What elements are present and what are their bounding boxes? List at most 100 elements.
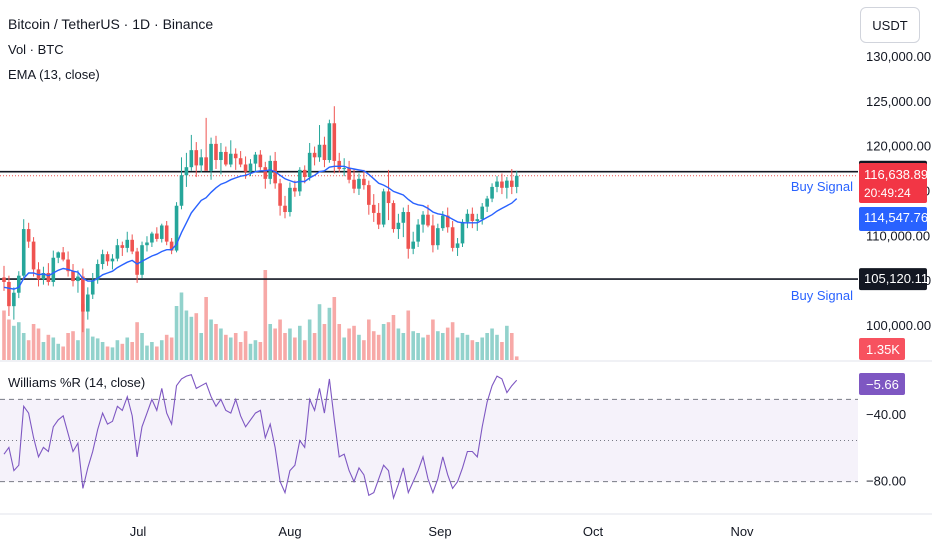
- volume-bar: [288, 328, 292, 360]
- candle-body: [406, 212, 411, 249]
- volume-bar: [199, 333, 203, 360]
- volume-bar: [56, 343, 61, 360]
- volume-bar: [436, 331, 440, 360]
- volume-bar: [12, 325, 16, 360]
- candle-body: [500, 181, 504, 188]
- candle-body: [76, 276, 80, 282]
- candle-body: [317, 144, 322, 158]
- candle-body: [110, 258, 115, 262]
- volume-bar: [411, 331, 415, 360]
- volume-bar: [485, 333, 489, 360]
- candle-body: [450, 227, 455, 248]
- volume-bar: [322, 324, 327, 360]
- volume-bar: [514, 356, 519, 360]
- candle-body: [307, 152, 312, 178]
- williams-legend[interactable]: Williams %R (14, close): [8, 375, 146, 390]
- candle-body: [293, 187, 297, 192]
- candle-body: [253, 154, 258, 164]
- volume-bar: [357, 334, 361, 360]
- candle-body: [105, 254, 110, 262]
- volume-bar: [204, 297, 208, 360]
- candle-body: [465, 213, 470, 222]
- candle-body: [327, 123, 332, 161]
- time-tick-label: Aug: [278, 524, 301, 539]
- candle-body: [199, 157, 203, 166]
- candle-body: [214, 143, 218, 161]
- volume-bar: [431, 319, 435, 360]
- volume-bar: [16, 322, 21, 360]
- candle-body: [16, 275, 21, 293]
- volume-bar: [145, 345, 149, 360]
- volume-bar: [480, 337, 485, 360]
- candle-body: [209, 143, 213, 171]
- volume-bar: [169, 337, 174, 360]
- volume-bar: [120, 343, 125, 360]
- candle-body: [169, 241, 174, 251]
- volume-bar: [263, 270, 268, 360]
- candle-body: [342, 168, 346, 170]
- candle-body: [455, 243, 460, 248]
- volume-bar: [367, 319, 371, 360]
- candle-body: [460, 221, 465, 244]
- volume-bar: [500, 342, 504, 360]
- volume-bar: [76, 340, 80, 360]
- candle-body: [371, 204, 376, 213]
- volume-bar: [115, 340, 120, 360]
- candle-body: [26, 229, 31, 242]
- price-tick-label: 125,000.00: [866, 94, 931, 109]
- candle-body: [184, 167, 189, 176]
- candle-body: [312, 152, 317, 158]
- ema-legend[interactable]: EMA (13, close): [8, 67, 100, 82]
- volume-bar: [268, 324, 273, 360]
- volume-bar: [475, 342, 480, 360]
- volume-bar: [238, 342, 243, 360]
- volume-bar: [307, 319, 312, 360]
- volume-bar: [214, 324, 218, 360]
- volume-bar: [283, 333, 287, 360]
- price-tick-label: 110,000.00: [866, 228, 930, 243]
- volume-bar: [396, 328, 401, 360]
- candle-body: [302, 169, 307, 178]
- volume-bar: [421, 337, 425, 360]
- volume-bar: [194, 313, 199, 360]
- volume-bar: [327, 307, 332, 360]
- time-tick-label: Jul: [130, 524, 147, 539]
- candle-body: [514, 175, 519, 187]
- candle-body: [179, 175, 184, 206]
- candle-body: [145, 242, 149, 246]
- volume-bar: [150, 342, 154, 360]
- volume-bar: [140, 333, 144, 360]
- volume-bar: [509, 333, 514, 360]
- volume-bar: [71, 331, 75, 360]
- candle-body: [2, 277, 6, 282]
- volume-bar: [258, 342, 263, 360]
- volume-bar: [317, 304, 322, 360]
- candle-body: [376, 212, 381, 225]
- volume-label-bg: [859, 338, 905, 360]
- price-tick-label: 120,000.00: [866, 139, 931, 154]
- volume-bar: [189, 316, 194, 360]
- candle-body: [401, 212, 406, 223]
- price-tick-label: 100,000.00: [866, 318, 931, 333]
- candle-body: [396, 222, 401, 230]
- candle-body: [12, 292, 16, 307]
- volume-bar: [209, 319, 213, 360]
- currency-selector[interactable]: USDT: [860, 7, 920, 43]
- candle-body: [411, 241, 415, 249]
- candle-body: [426, 214, 430, 226]
- candle-body: [61, 252, 65, 260]
- volume-bar: [155, 346, 159, 360]
- volume-legend[interactable]: Vol · BTC: [8, 42, 64, 57]
- candle-body: [352, 179, 356, 189]
- volume-bar: [347, 328, 351, 360]
- volume-bar: [66, 333, 70, 360]
- volume-bar: [224, 334, 228, 360]
- williams-current-bg: [859, 373, 905, 395]
- volume-bar: [465, 334, 470, 360]
- candle-body: [31, 241, 36, 270]
- chart-title[interactable]: Bitcoin / TetherUS · 1D · Binance: [8, 16, 214, 32]
- volume-bar: [342, 337, 346, 360]
- volume-bar: [90, 336, 95, 360]
- candle-body: [332, 123, 337, 161]
